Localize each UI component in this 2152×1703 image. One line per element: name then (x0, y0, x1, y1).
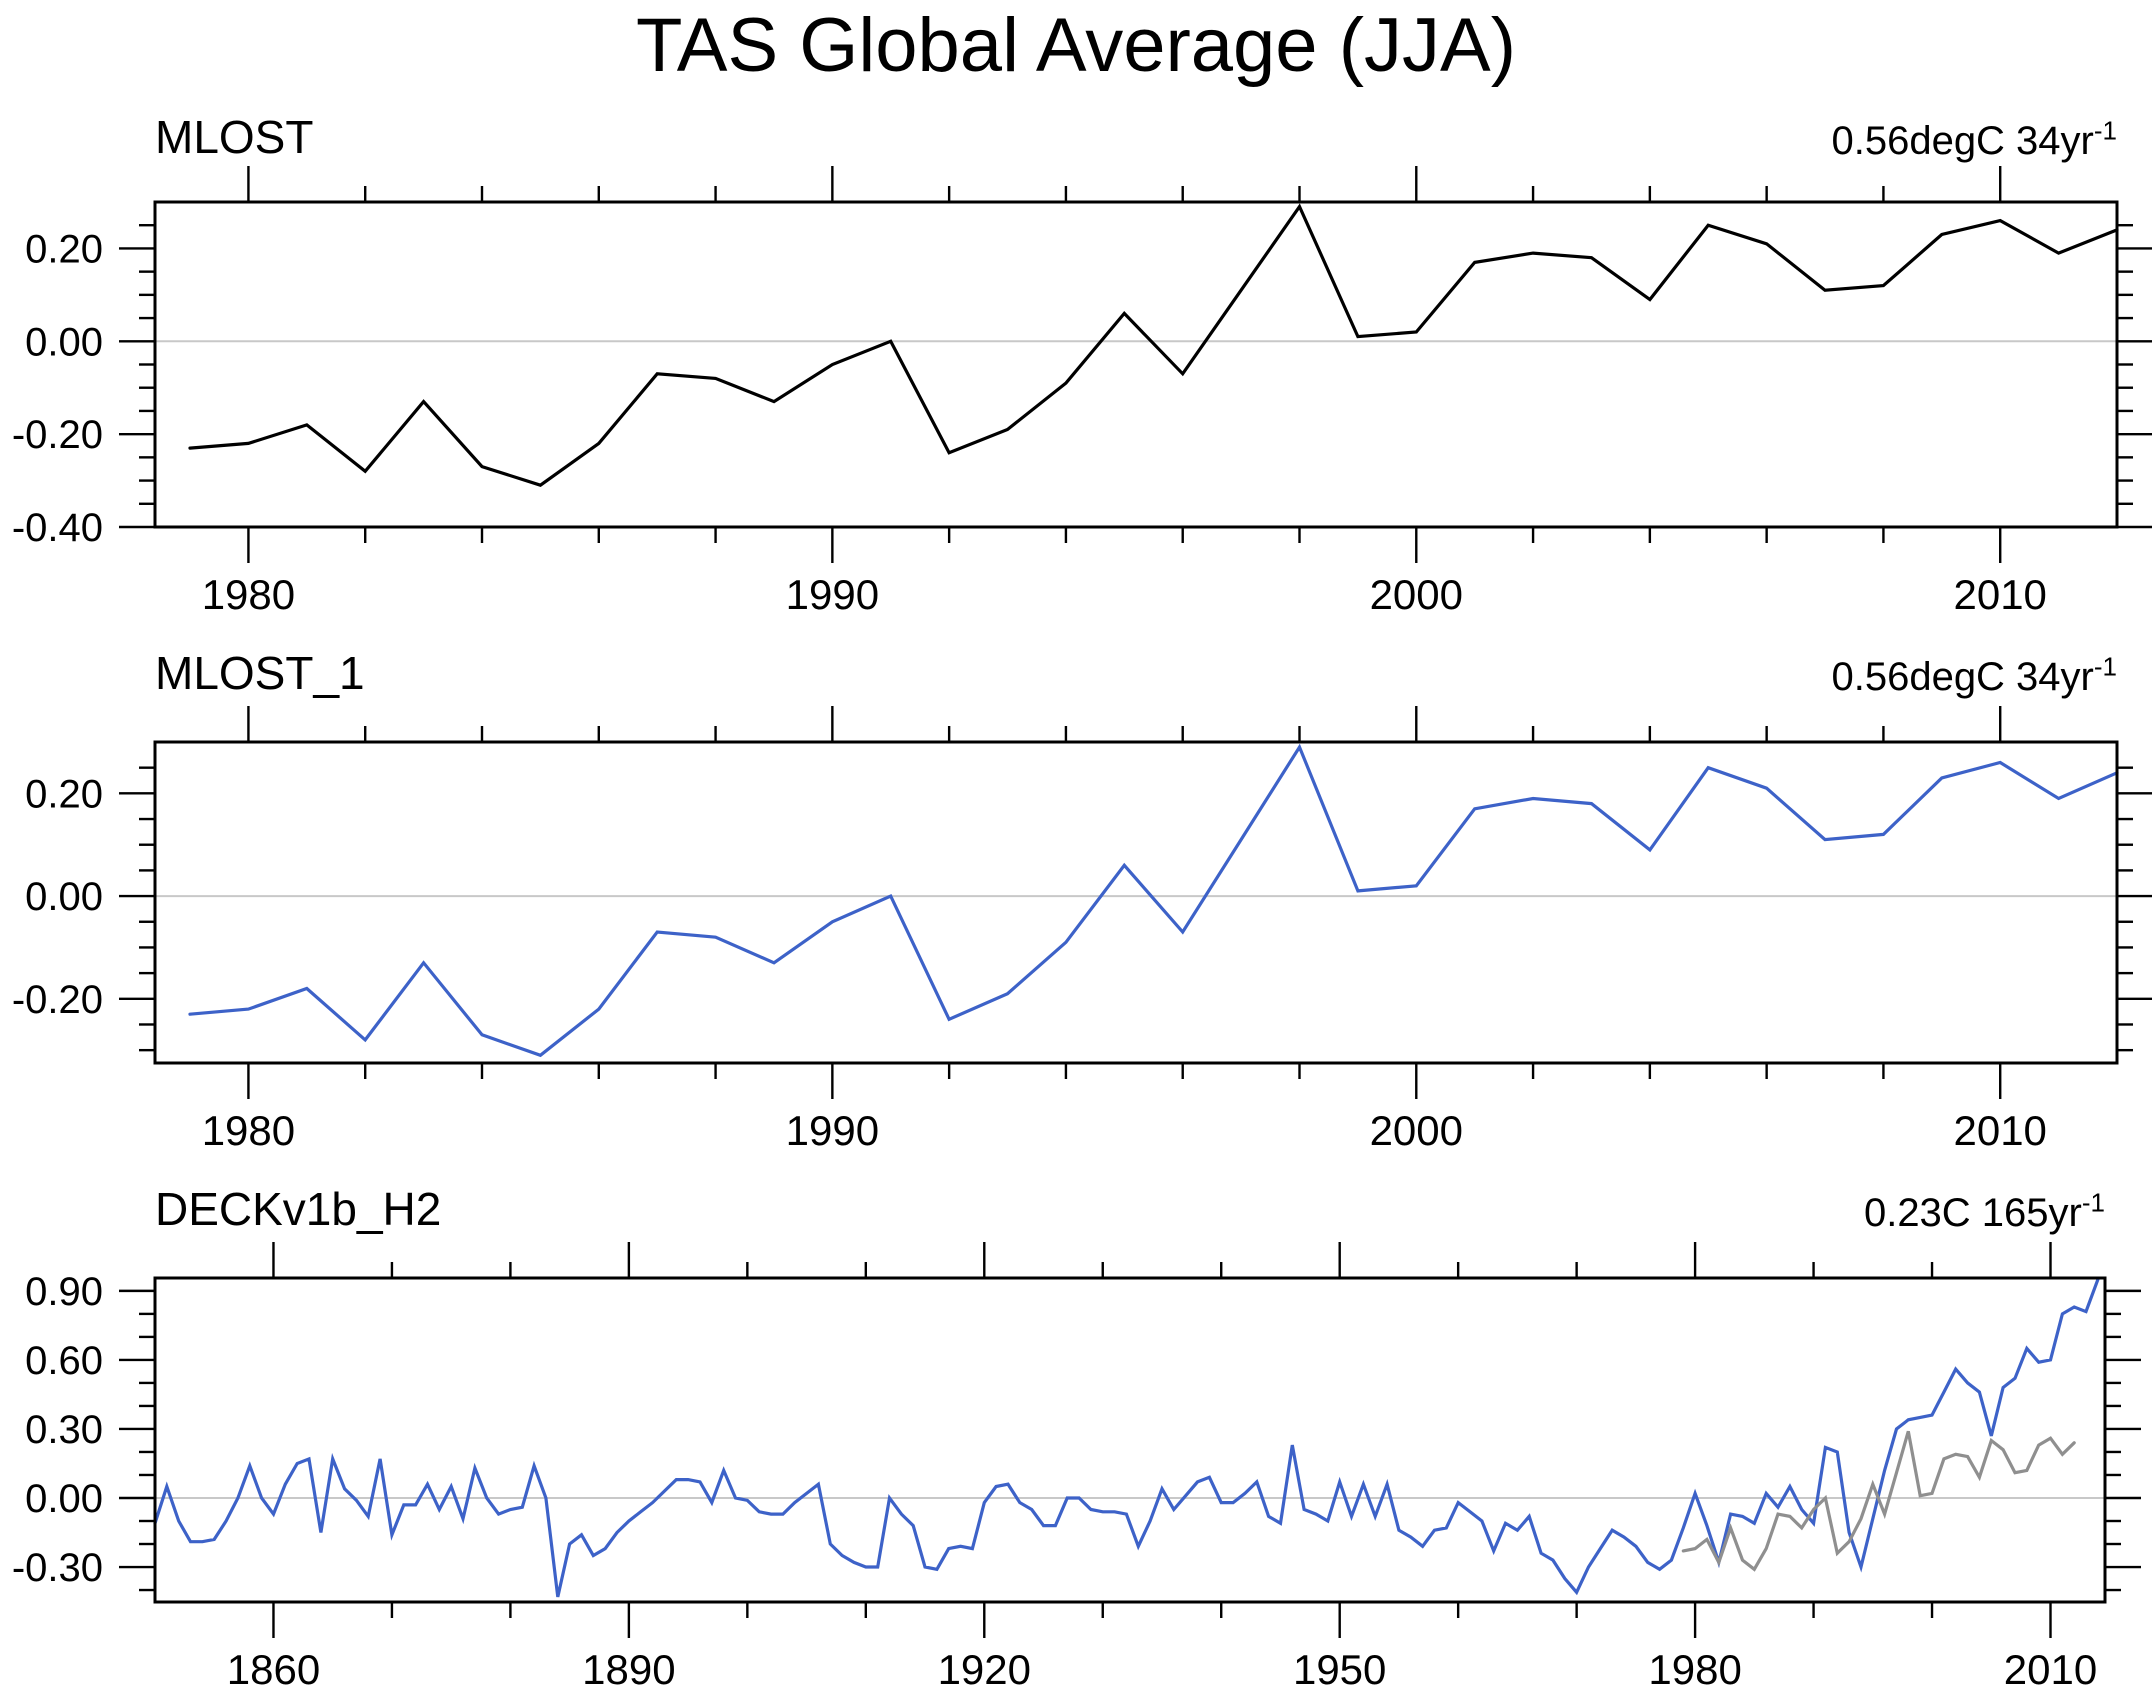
y-tick-label: -0.30 (12, 1546, 103, 1590)
y-tick-label: 0.00 (25, 875, 103, 919)
trend-exponent: -1 (2093, 115, 2117, 146)
x-tick-label: 2000 (1370, 571, 1463, 618)
x-tick-label: 1980 (202, 571, 295, 618)
x-tick-label: 1950 (1293, 1646, 1386, 1693)
trend-exponent: -1 (2081, 1187, 2105, 1218)
series-deckv1b-h2 (153, 1277, 2100, 1598)
panel-deckv1b-trend-annotation: 0.23C 165yr-1 (1863, 1187, 2105, 1235)
x-tick-label: 1980 (1648, 1646, 1741, 1693)
panel-mlost-label: MLOST (155, 111, 314, 163)
x-tick-label: 1990 (786, 571, 879, 618)
y-tick-label: -0.40 (12, 506, 103, 550)
series-mlost-1 (188, 743, 2119, 1058)
plot-border (153, 200, 2119, 529)
panel-deckv1b-label: DECKv1b_H2 (155, 1183, 442, 1235)
trend-value: 0.56degC 34yr (1831, 655, 2094, 699)
plot-border (153, 1276, 2107, 1604)
figure-title: TAS Global Average (JJA) (635, 3, 1516, 88)
x-tick-label: 1980 (202, 1107, 295, 1154)
x-tick-label: 2010 (1953, 1107, 2046, 1154)
x-tick-label: 1860 (227, 1646, 320, 1693)
y-tick-label: 0.00 (25, 1477, 103, 1521)
x-tick-label: 2010 (2004, 1646, 2097, 1693)
series-mlost (188, 203, 2119, 487)
y-tick-label: 0.90 (25, 1270, 103, 1314)
y-tick-label: 0.00 (25, 320, 103, 364)
y-tick-label: 0.30 (25, 1408, 103, 1452)
trend-exponent: -1 (2093, 651, 2117, 682)
plot-border (153, 740, 2119, 1065)
y-tick-label: 0.20 (25, 227, 103, 271)
x-tick-label: 1920 (938, 1646, 1031, 1693)
panel-mlost1-trend-annotation: 0.56degC 34yr-1 (1831, 651, 2117, 699)
y-tick-label: -0.20 (12, 978, 103, 1022)
y-tick-label: -0.20 (12, 413, 103, 457)
x-tick-label: 1890 (582, 1646, 675, 1693)
x-tick-label: 2000 (1370, 1107, 1463, 1154)
y-tick-label: 0.20 (25, 772, 103, 816)
series-mlost-observations-overlay (1681, 1430, 2076, 1572)
x-tick-label: 1990 (786, 1107, 879, 1154)
panel-mlost-trend-annotation: 0.56degC 34yr-1 (1831, 115, 2117, 163)
x-tick-label: 2010 (1953, 571, 2046, 618)
trend-value: 0.23C 165yr (1863, 1191, 2082, 1235)
trend-value: 0.56degC 34yr (1831, 119, 2094, 163)
panel-mlost1-label: MLOST_1 (155, 647, 365, 699)
y-tick-label: 0.60 (25, 1339, 103, 1383)
